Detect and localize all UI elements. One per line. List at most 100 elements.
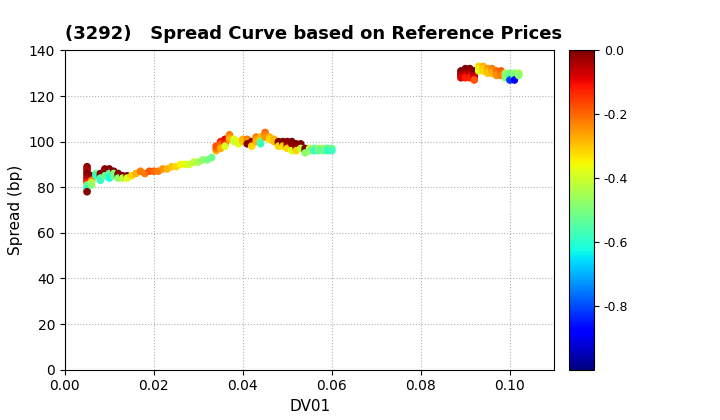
Point	[300, 147, 311, 154]
Point	[86, 181, 97, 188]
Point	[108, 170, 120, 177]
Point	[259, 129, 271, 136]
Point	[255, 141, 266, 147]
Point	[175, 161, 186, 168]
Point	[282, 143, 293, 150]
Point	[108, 173, 120, 179]
Point	[469, 72, 480, 79]
Point	[192, 159, 204, 165]
Point	[504, 74, 516, 81]
Point	[464, 70, 476, 76]
Point	[94, 175, 106, 181]
Point	[122, 175, 133, 181]
Point	[300, 150, 311, 156]
Point	[277, 143, 289, 150]
Point	[104, 168, 115, 175]
Point	[290, 147, 302, 154]
Point	[202, 157, 213, 163]
Point	[255, 136, 266, 143]
Point	[500, 72, 511, 79]
Point	[86, 179, 97, 186]
Y-axis label: Spread (bp): Spread (bp)	[8, 165, 23, 255]
Point	[153, 168, 164, 175]
Point	[277, 138, 289, 145]
Point	[269, 136, 280, 143]
Point	[112, 175, 124, 181]
Point	[197, 157, 209, 163]
Point	[104, 175, 115, 181]
Point	[290, 141, 302, 147]
Point	[491, 72, 503, 79]
Point	[104, 165, 115, 172]
Point	[459, 68, 471, 74]
Point	[312, 145, 324, 152]
Point	[241, 138, 253, 145]
Point	[269, 138, 280, 145]
Point	[469, 70, 480, 76]
Point	[455, 68, 467, 74]
Point	[117, 173, 128, 179]
Point	[81, 189, 93, 195]
Point	[206, 154, 217, 161]
Point	[224, 136, 235, 143]
Point	[215, 143, 226, 150]
Point	[251, 138, 262, 145]
Point	[81, 165, 93, 172]
Point	[304, 145, 315, 152]
Point	[286, 138, 297, 145]
Point	[473, 68, 485, 74]
Point	[228, 136, 240, 143]
Point	[233, 141, 244, 147]
Point	[86, 173, 97, 179]
Point	[251, 136, 262, 143]
Point	[224, 134, 235, 140]
Point	[246, 141, 258, 147]
Point	[122, 173, 133, 179]
Point	[99, 170, 111, 177]
Point	[508, 72, 520, 79]
Point	[486, 65, 498, 72]
Point	[455, 72, 467, 79]
Point	[491, 70, 503, 76]
Point	[81, 168, 93, 175]
Point	[326, 145, 338, 152]
Point	[295, 143, 307, 150]
Point	[508, 74, 520, 81]
Point	[264, 134, 275, 140]
Point	[215, 138, 226, 145]
Point	[86, 177, 97, 184]
Point	[295, 141, 307, 147]
Point	[264, 136, 275, 143]
Point	[255, 134, 266, 140]
Point	[508, 70, 520, 76]
Point	[104, 173, 115, 179]
Point	[255, 138, 266, 145]
Point	[171, 163, 182, 170]
Point	[500, 70, 511, 76]
Point	[210, 147, 222, 154]
Point	[99, 173, 111, 179]
Point	[477, 63, 489, 70]
Point	[86, 175, 97, 181]
Point	[282, 145, 293, 152]
Point	[81, 181, 93, 188]
Point	[135, 168, 146, 175]
Point	[94, 173, 106, 179]
Point	[210, 143, 222, 150]
Point	[81, 184, 93, 191]
Point	[161, 165, 173, 172]
Point	[326, 147, 338, 154]
Point	[277, 141, 289, 147]
Point	[166, 163, 177, 170]
Point	[215, 141, 226, 147]
Point	[295, 145, 307, 152]
Point	[81, 173, 93, 179]
Point	[513, 70, 525, 76]
Point	[228, 138, 240, 145]
Point	[246, 138, 258, 145]
Point	[220, 136, 231, 143]
Point	[251, 134, 262, 140]
Point	[322, 147, 333, 154]
Point	[300, 145, 311, 152]
Point	[495, 72, 507, 79]
